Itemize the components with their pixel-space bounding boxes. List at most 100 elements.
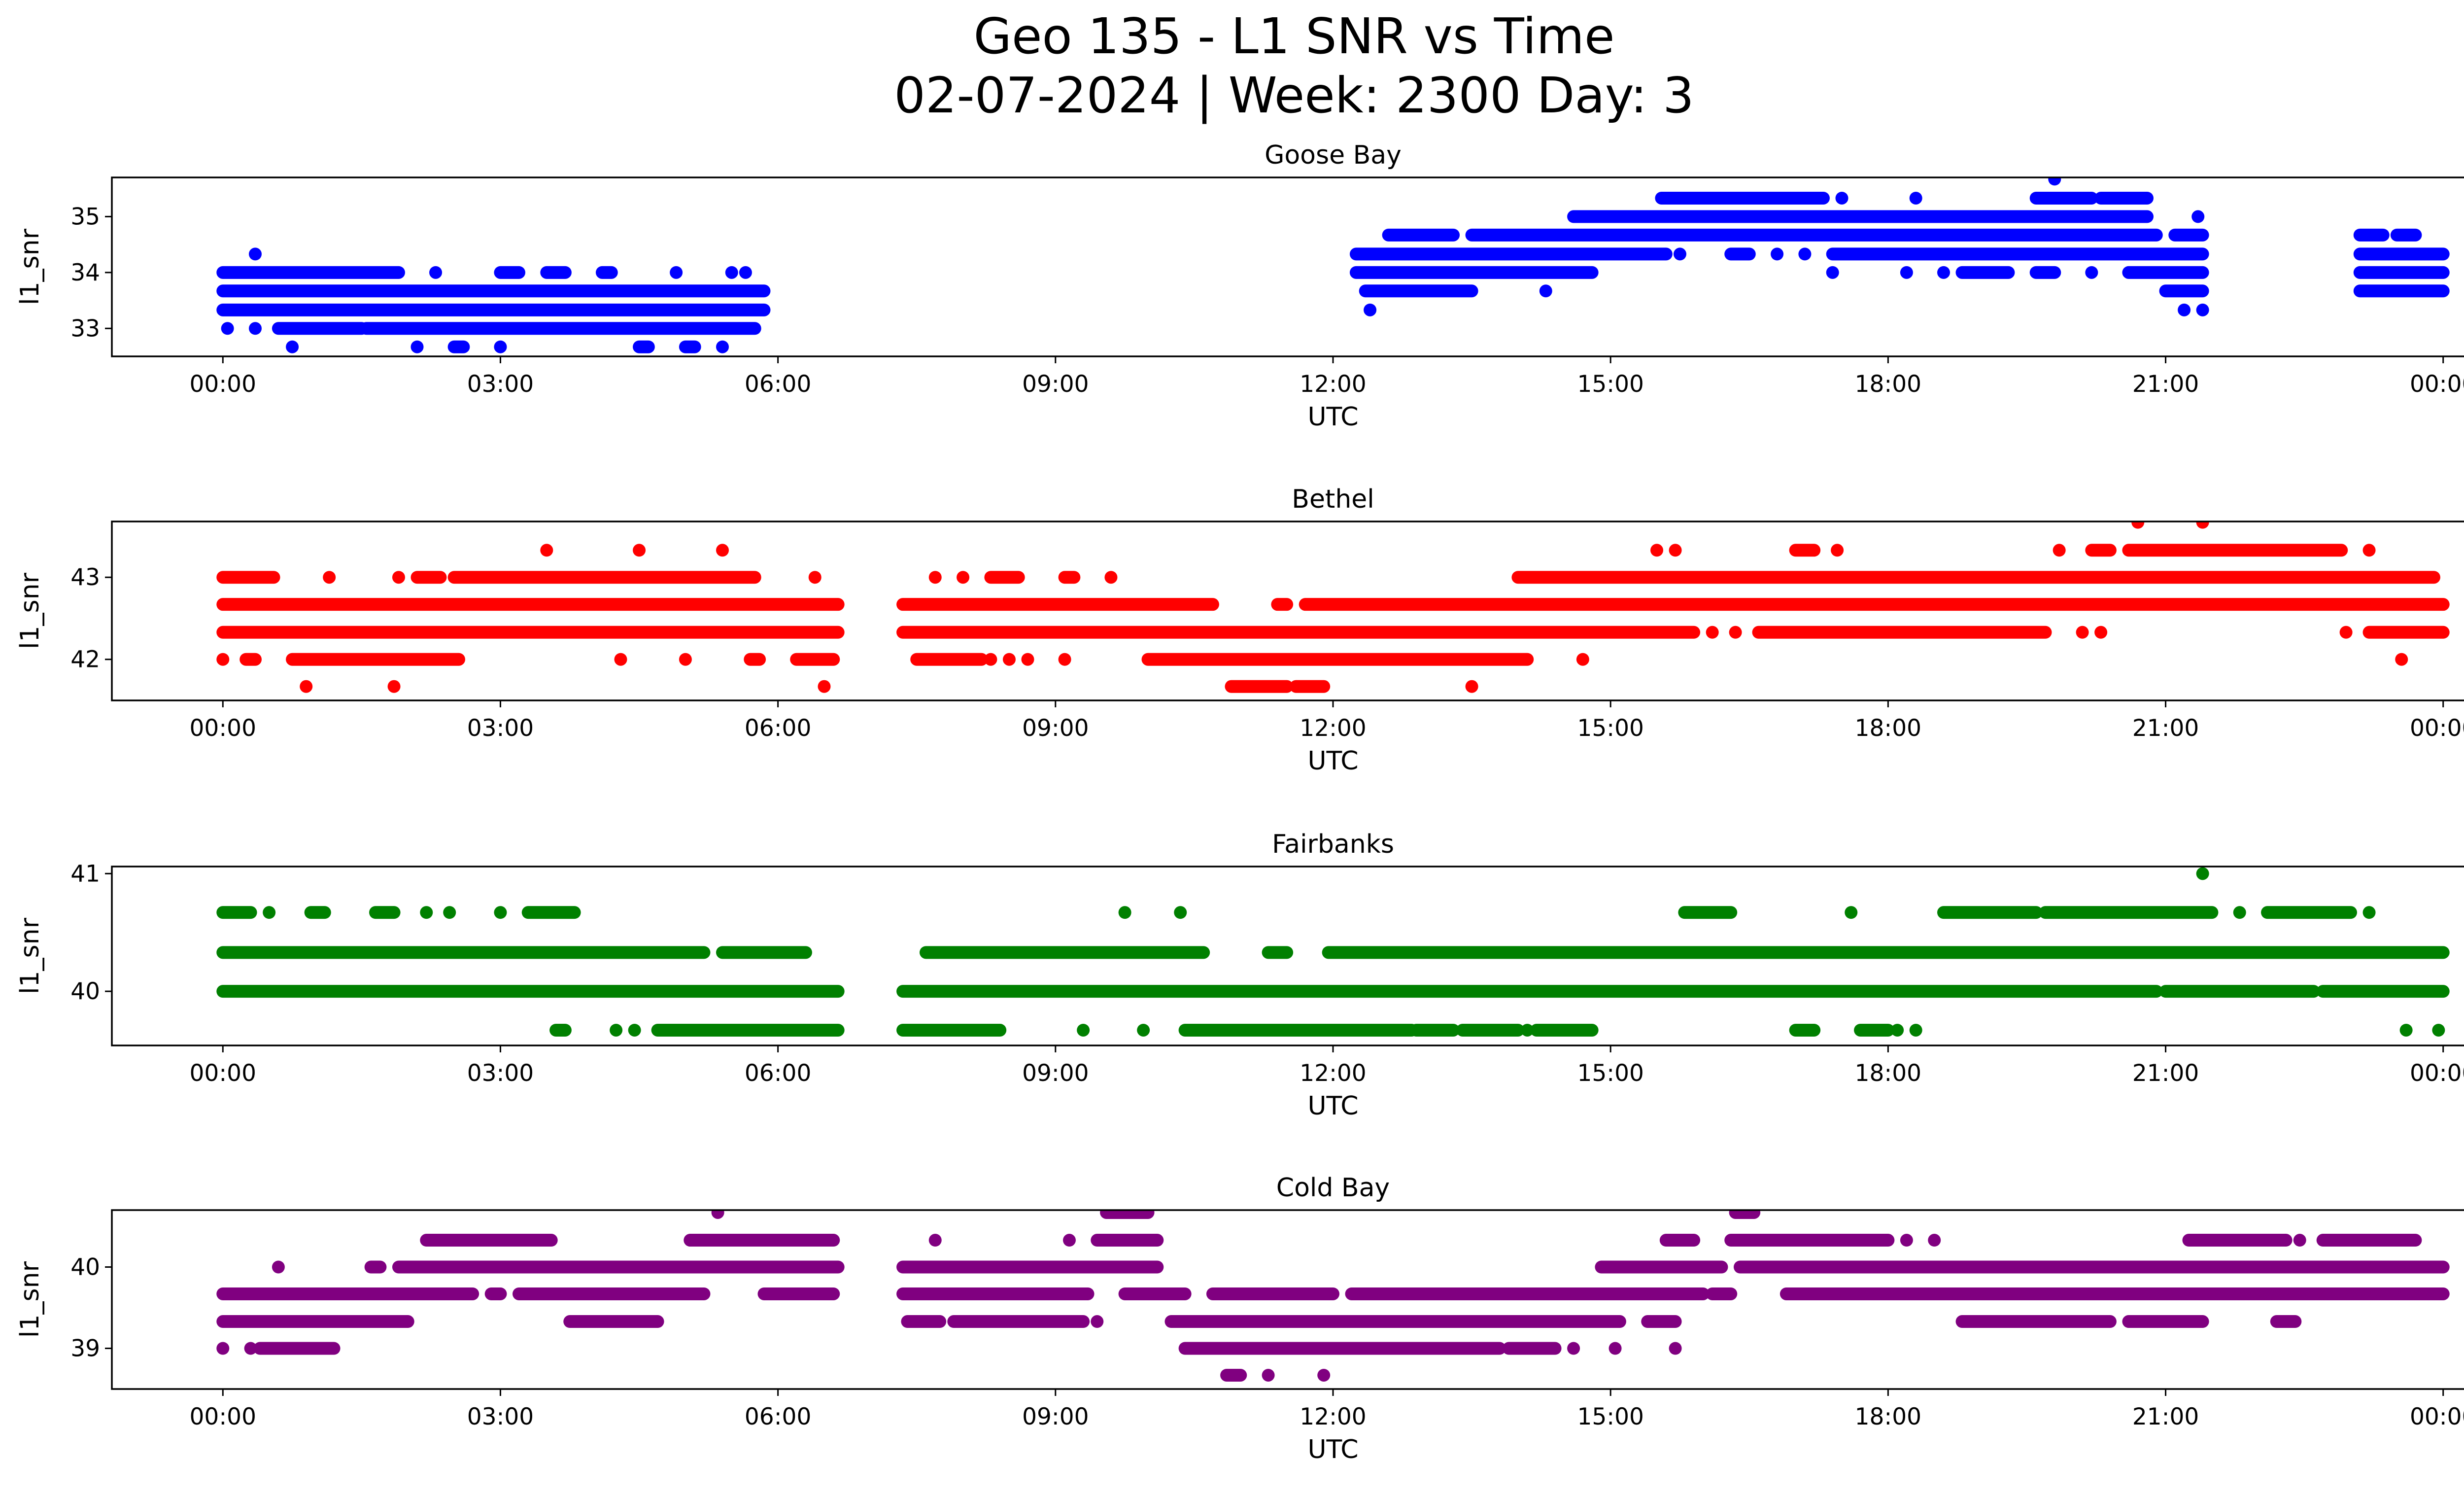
data-point — [1174, 906, 1187, 919]
data-point-run — [896, 1287, 1095, 1300]
y-tick-label: 40 — [70, 978, 100, 1005]
data-point-run — [1659, 1234, 1701, 1247]
data-point-run — [1141, 653, 1534, 666]
data-point — [957, 571, 970, 584]
data-point — [2178, 303, 2191, 316]
data-point-run — [411, 571, 447, 584]
data-point — [248, 322, 262, 335]
y-tick-label: 41 — [70, 860, 100, 887]
data-point-run — [304, 906, 331, 919]
y-tick-label: 34 — [70, 259, 100, 286]
x-tick-label: 00:00 — [2410, 371, 2464, 398]
data-point — [1669, 544, 1682, 557]
data-point-run — [1058, 571, 1081, 584]
data-point — [216, 1342, 230, 1355]
data-point-run — [2159, 284, 2209, 298]
data-point — [2131, 522, 2145, 529]
data-point — [2196, 867, 2209, 880]
data-point — [716, 340, 729, 353]
x-tick-label: 06:00 — [745, 715, 811, 742]
data-point-run — [2353, 266, 2450, 279]
data-point-run — [1655, 191, 1830, 205]
data-point — [1567, 1342, 1580, 1355]
data-point — [494, 906, 507, 919]
data-point — [2395, 653, 2408, 666]
subplot-title: Goose Bay — [1265, 140, 1402, 170]
data-point — [711, 1210, 724, 1219]
data-point — [216, 653, 230, 666]
data-point-run — [1678, 906, 1738, 919]
data-point — [494, 340, 507, 353]
data-point-run — [716, 946, 812, 959]
data-point-run — [1789, 1023, 1821, 1037]
data-point-run — [1465, 228, 2163, 242]
subplot-title: Fairbanks — [1272, 830, 1394, 859]
data-point-run — [679, 340, 701, 353]
data-point — [1137, 1023, 1150, 1037]
data-point-run — [633, 340, 655, 353]
data-point — [1118, 906, 1131, 919]
data-point — [2339, 626, 2353, 639]
x-tick-label: 15:00 — [1577, 1060, 1643, 1087]
data-point-run — [2029, 191, 2098, 205]
x-tick-label: 00:00 — [2410, 1403, 2464, 1430]
data-point — [1062, 1234, 1076, 1247]
x-tick-label: 18:00 — [1855, 715, 1921, 742]
data-point-run — [1349, 266, 1599, 279]
subplot-title: Cold Bay — [1276, 1173, 1390, 1203]
data-point-run — [369, 906, 401, 919]
data-point-run — [2159, 985, 2320, 998]
data-point-run — [1164, 1315, 1626, 1328]
data-point-run — [896, 1023, 1007, 1037]
data-point-run — [2316, 985, 2450, 998]
data-point-run — [447, 571, 761, 584]
subplots: Goose Bay 33 34 35 00:00 03:00 06:00 09:00 12:00… — [15, 140, 2464, 1464]
data-point-run — [651, 1023, 845, 1037]
data-point-run — [494, 266, 525, 279]
data-point — [1826, 266, 1839, 279]
data-point-run — [1382, 228, 1460, 242]
subplot-title: Bethel — [1292, 485, 1374, 514]
data-point — [1900, 1234, 1913, 1247]
data-point-run — [1734, 1260, 2450, 1274]
data-point-run — [216, 626, 845, 639]
data-point — [1002, 653, 1016, 666]
y-tick-label: 33 — [70, 315, 100, 342]
x-tick-label: 18:00 — [1855, 1060, 1921, 1087]
data-point — [1900, 266, 1913, 279]
data-point-run — [1220, 1368, 1247, 1382]
data-point-run — [2353, 247, 2450, 261]
x-tick-label: 09:00 — [1022, 1060, 1089, 1087]
data-point — [1521, 1023, 1534, 1037]
data-point-run — [216, 906, 257, 919]
data-point — [1539, 284, 1552, 298]
data-point-run — [2316, 1234, 2422, 1247]
data-point-run — [360, 322, 761, 335]
data-point — [1317, 1368, 1331, 1382]
data-point — [818, 680, 831, 693]
data-point — [1650, 544, 1664, 557]
data-point-run — [1349, 247, 1673, 261]
data-point-run — [1530, 1023, 1599, 1037]
data-point-run — [1752, 626, 2052, 639]
data-point-run — [1595, 1260, 1728, 1274]
data-point — [2191, 210, 2205, 223]
data-point — [808, 571, 821, 584]
y-tick-label: 40 — [70, 1254, 100, 1281]
data-point — [272, 1260, 285, 1274]
data-point-run — [1409, 1023, 1460, 1037]
y-axis-label: l1_snr — [15, 1261, 45, 1338]
data-point — [1928, 1234, 1941, 1247]
data-point — [323, 571, 336, 584]
data-point-run — [595, 266, 618, 279]
data-point — [1909, 1023, 1922, 1037]
data-point-run — [984, 571, 1025, 584]
data-point-run — [1225, 680, 1294, 693]
data-point-run — [521, 906, 581, 919]
data-point — [1798, 247, 1812, 261]
data-point — [628, 1023, 641, 1037]
data-point-run — [1511, 571, 2440, 584]
x-tick-label: 12:00 — [1300, 1403, 1366, 1430]
scatter-points — [216, 522, 2450, 693]
